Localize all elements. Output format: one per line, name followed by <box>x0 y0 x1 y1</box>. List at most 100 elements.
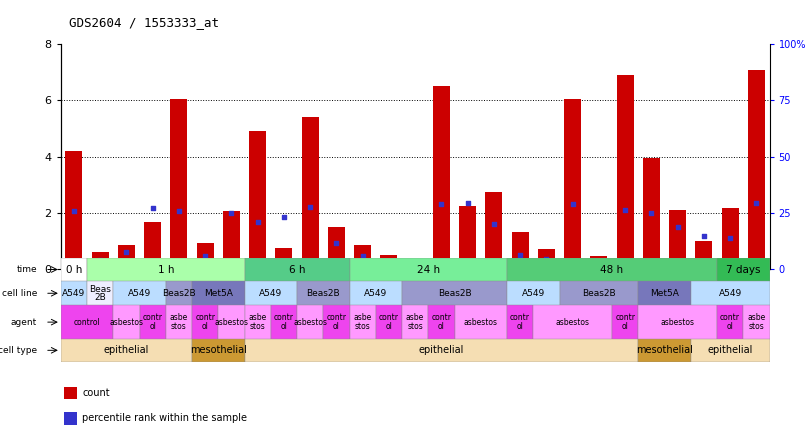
Bar <box>61 305 113 339</box>
Bar <box>695 241 713 269</box>
Point <box>408 261 421 268</box>
Point <box>67 208 80 215</box>
Bar <box>297 305 323 339</box>
Bar <box>87 281 113 305</box>
Bar <box>717 258 770 281</box>
Text: 6 h: 6 h <box>288 265 305 274</box>
Bar <box>507 258 717 281</box>
Point <box>173 208 185 215</box>
Bar <box>192 305 218 339</box>
Text: contr
ol: contr ol <box>720 313 740 331</box>
Text: 24 h: 24 h <box>416 265 440 274</box>
Bar <box>402 281 507 305</box>
Bar <box>507 281 560 305</box>
Bar <box>512 232 529 269</box>
Point <box>382 259 395 266</box>
Point <box>461 199 474 206</box>
Bar <box>433 87 450 269</box>
Point <box>435 201 448 208</box>
Text: Met5A: Met5A <box>204 289 232 298</box>
Point <box>304 203 317 210</box>
Bar <box>113 281 166 305</box>
Point <box>251 219 264 226</box>
Text: contr
ol: contr ol <box>326 313 347 331</box>
Bar <box>349 305 376 339</box>
Bar <box>323 305 349 339</box>
Text: contr
ol: contr ol <box>143 313 163 331</box>
Bar <box>722 208 739 269</box>
Point <box>645 209 658 216</box>
Bar <box>218 305 245 339</box>
Bar <box>669 210 686 269</box>
Point <box>566 201 579 208</box>
Bar <box>381 254 398 269</box>
Text: contr
ol: contr ol <box>274 313 294 331</box>
Bar <box>376 305 402 339</box>
Bar <box>66 151 83 269</box>
Bar <box>271 305 297 339</box>
Point <box>198 253 211 260</box>
Point <box>146 205 159 212</box>
Point <box>488 220 501 227</box>
Text: agent: agent <box>11 317 37 327</box>
Bar <box>507 305 533 339</box>
Bar <box>407 259 424 269</box>
Text: A549: A549 <box>259 289 283 298</box>
Bar <box>192 339 245 362</box>
Text: count: count <box>82 388 109 398</box>
Text: epithelial: epithelial <box>104 345 149 355</box>
Bar <box>245 339 638 362</box>
Bar <box>297 281 349 305</box>
Bar <box>245 305 271 339</box>
Point <box>592 258 605 265</box>
Point <box>330 240 343 247</box>
Point <box>277 213 290 220</box>
Point <box>697 233 710 240</box>
Text: contr
ol: contr ol <box>615 313 635 331</box>
Text: asbestos: asbestos <box>215 317 249 327</box>
Text: asbestos: asbestos <box>293 317 327 327</box>
Bar <box>144 222 161 269</box>
Bar <box>223 211 240 269</box>
Bar <box>61 281 87 305</box>
Text: 0 h: 0 h <box>66 265 82 274</box>
Text: percentile rank within the sample: percentile rank within the sample <box>82 413 247 424</box>
Bar <box>538 249 555 269</box>
Text: 7 days: 7 days <box>726 265 761 274</box>
Bar <box>402 305 428 339</box>
Bar <box>166 281 192 305</box>
Bar <box>748 70 765 269</box>
Text: A549: A549 <box>364 289 387 298</box>
Bar <box>349 258 507 281</box>
Text: mesothelial: mesothelial <box>636 345 693 355</box>
Text: asbe
stos: asbe stos <box>353 313 372 331</box>
Bar <box>197 243 214 269</box>
Point <box>120 248 133 255</box>
Text: 1 h: 1 h <box>157 265 174 274</box>
Text: A549: A549 <box>522 289 545 298</box>
Text: asbe
stos: asbe stos <box>170 313 188 331</box>
Text: contr
ol: contr ol <box>379 313 399 331</box>
Text: epithelial: epithelial <box>419 345 464 355</box>
Text: Beas2B: Beas2B <box>582 289 616 298</box>
Point <box>619 206 632 213</box>
Point <box>723 234 736 242</box>
Text: time: time <box>16 265 37 274</box>
Bar <box>249 131 266 269</box>
Text: contr
ol: contr ol <box>195 313 215 331</box>
Bar <box>192 281 245 305</box>
Bar <box>61 258 87 281</box>
Bar <box>64 412 77 425</box>
Bar <box>612 305 638 339</box>
Text: asbe
stos: asbe stos <box>748 313 765 331</box>
Bar <box>638 305 717 339</box>
Text: Met5A: Met5A <box>650 289 679 298</box>
Text: A549: A549 <box>62 289 86 298</box>
Bar <box>245 258 349 281</box>
Bar <box>113 305 139 339</box>
Text: Beas2B: Beas2B <box>306 289 340 298</box>
Bar <box>328 226 345 269</box>
Text: asbestos: asbestos <box>556 317 590 327</box>
Bar <box>61 339 192 362</box>
Bar <box>92 252 109 269</box>
